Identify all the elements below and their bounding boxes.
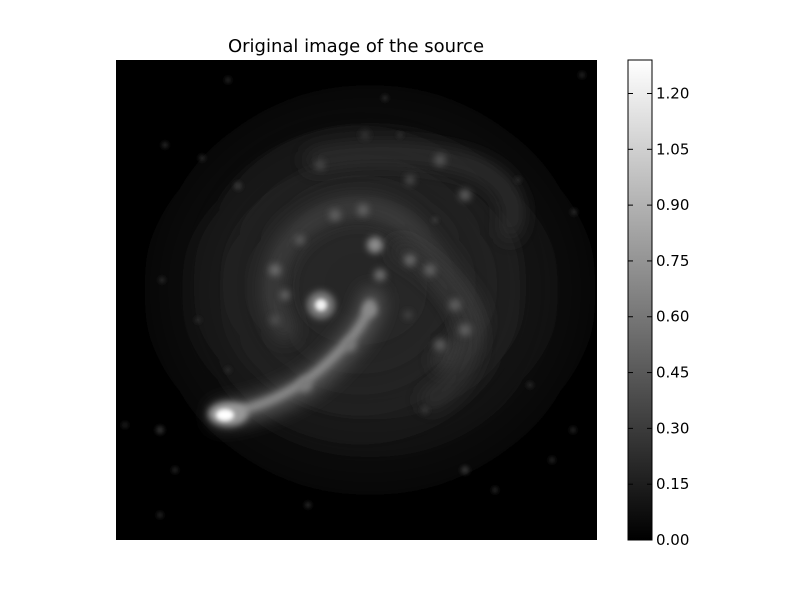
field-star bbox=[570, 427, 576, 433]
knot bbox=[404, 311, 412, 319]
knot bbox=[367, 237, 383, 253]
field-star bbox=[172, 467, 178, 473]
knot bbox=[434, 154, 446, 166]
knot bbox=[459, 324, 471, 336]
colorbar-tick-label: 1.05 bbox=[656, 140, 689, 158]
colorbar-gradient bbox=[627, 59, 653, 541]
colorbar-tick-label: 1.20 bbox=[656, 84, 689, 102]
field-star bbox=[199, 155, 205, 161]
colorbar-tick-label: 0.90 bbox=[656, 196, 689, 214]
knot bbox=[344, 339, 356, 351]
spiral-arm-outer bbox=[305, 143, 524, 240]
field-star bbox=[225, 77, 231, 83]
field-star bbox=[156, 426, 164, 434]
knot bbox=[434, 339, 446, 351]
field-star bbox=[397, 132, 403, 138]
field-star bbox=[225, 367, 231, 373]
knot bbox=[404, 254, 416, 266]
bright-knot bbox=[216, 409, 234, 421]
colorbar-ticks: 0.00 0.15 0.30 0.45 0.60 0.75 0.90 1.05 1.20 bbox=[628, 84, 689, 549]
nucleus bbox=[315, 299, 327, 311]
field-star bbox=[527, 382, 533, 388]
field-star bbox=[571, 209, 577, 215]
colorbar-tick-label: 0.60 bbox=[656, 308, 689, 326]
field-star bbox=[159, 277, 165, 283]
knot bbox=[269, 264, 281, 276]
field-star bbox=[162, 142, 168, 148]
knot bbox=[424, 264, 436, 276]
colorbar-tick-label: 0.75 bbox=[656, 252, 689, 270]
field-star bbox=[492, 487, 498, 493]
field-star bbox=[382, 95, 388, 101]
star-forming-knots bbox=[269, 131, 471, 392]
knot bbox=[459, 189, 471, 201]
colorbar-tick-label: 0.45 bbox=[656, 364, 689, 382]
knot bbox=[357, 204, 369, 216]
knot bbox=[298, 378, 312, 392]
field-star bbox=[515, 177, 521, 183]
field-star bbox=[549, 457, 555, 463]
field-star bbox=[461, 466, 469, 474]
field-star bbox=[157, 512, 163, 518]
field-star bbox=[195, 317, 201, 323]
knot bbox=[280, 290, 290, 300]
field-star bbox=[122, 422, 128, 428]
knot bbox=[295, 235, 305, 245]
source-image bbox=[116, 60, 597, 540]
knot bbox=[405, 175, 415, 185]
knot bbox=[374, 269, 386, 281]
colorbar-tick-label: 0.00 bbox=[656, 531, 689, 549]
field-star bbox=[421, 406, 429, 414]
knot bbox=[361, 131, 369, 139]
knot bbox=[363, 303, 377, 317]
knot bbox=[270, 315, 280, 325]
chart-title: Original image of the source bbox=[228, 36, 484, 57]
field-star bbox=[579, 72, 585, 78]
knot bbox=[329, 209, 341, 221]
field-star bbox=[432, 217, 438, 223]
spiral-arm-south-core bbox=[220, 299, 375, 418]
knot bbox=[315, 160, 325, 170]
field-stars bbox=[122, 72, 585, 518]
field-star bbox=[234, 182, 242, 190]
field-star bbox=[305, 502, 311, 508]
colorbar: 0.00 0.15 0.30 0.45 0.60 0.75 0.90 1.05 1.20 bbox=[627, 59, 689, 549]
colorbar-tick-label: 0.15 bbox=[656, 475, 689, 493]
knot bbox=[449, 299, 461, 311]
colorbar-tick-label: 0.30 bbox=[656, 419, 689, 437]
